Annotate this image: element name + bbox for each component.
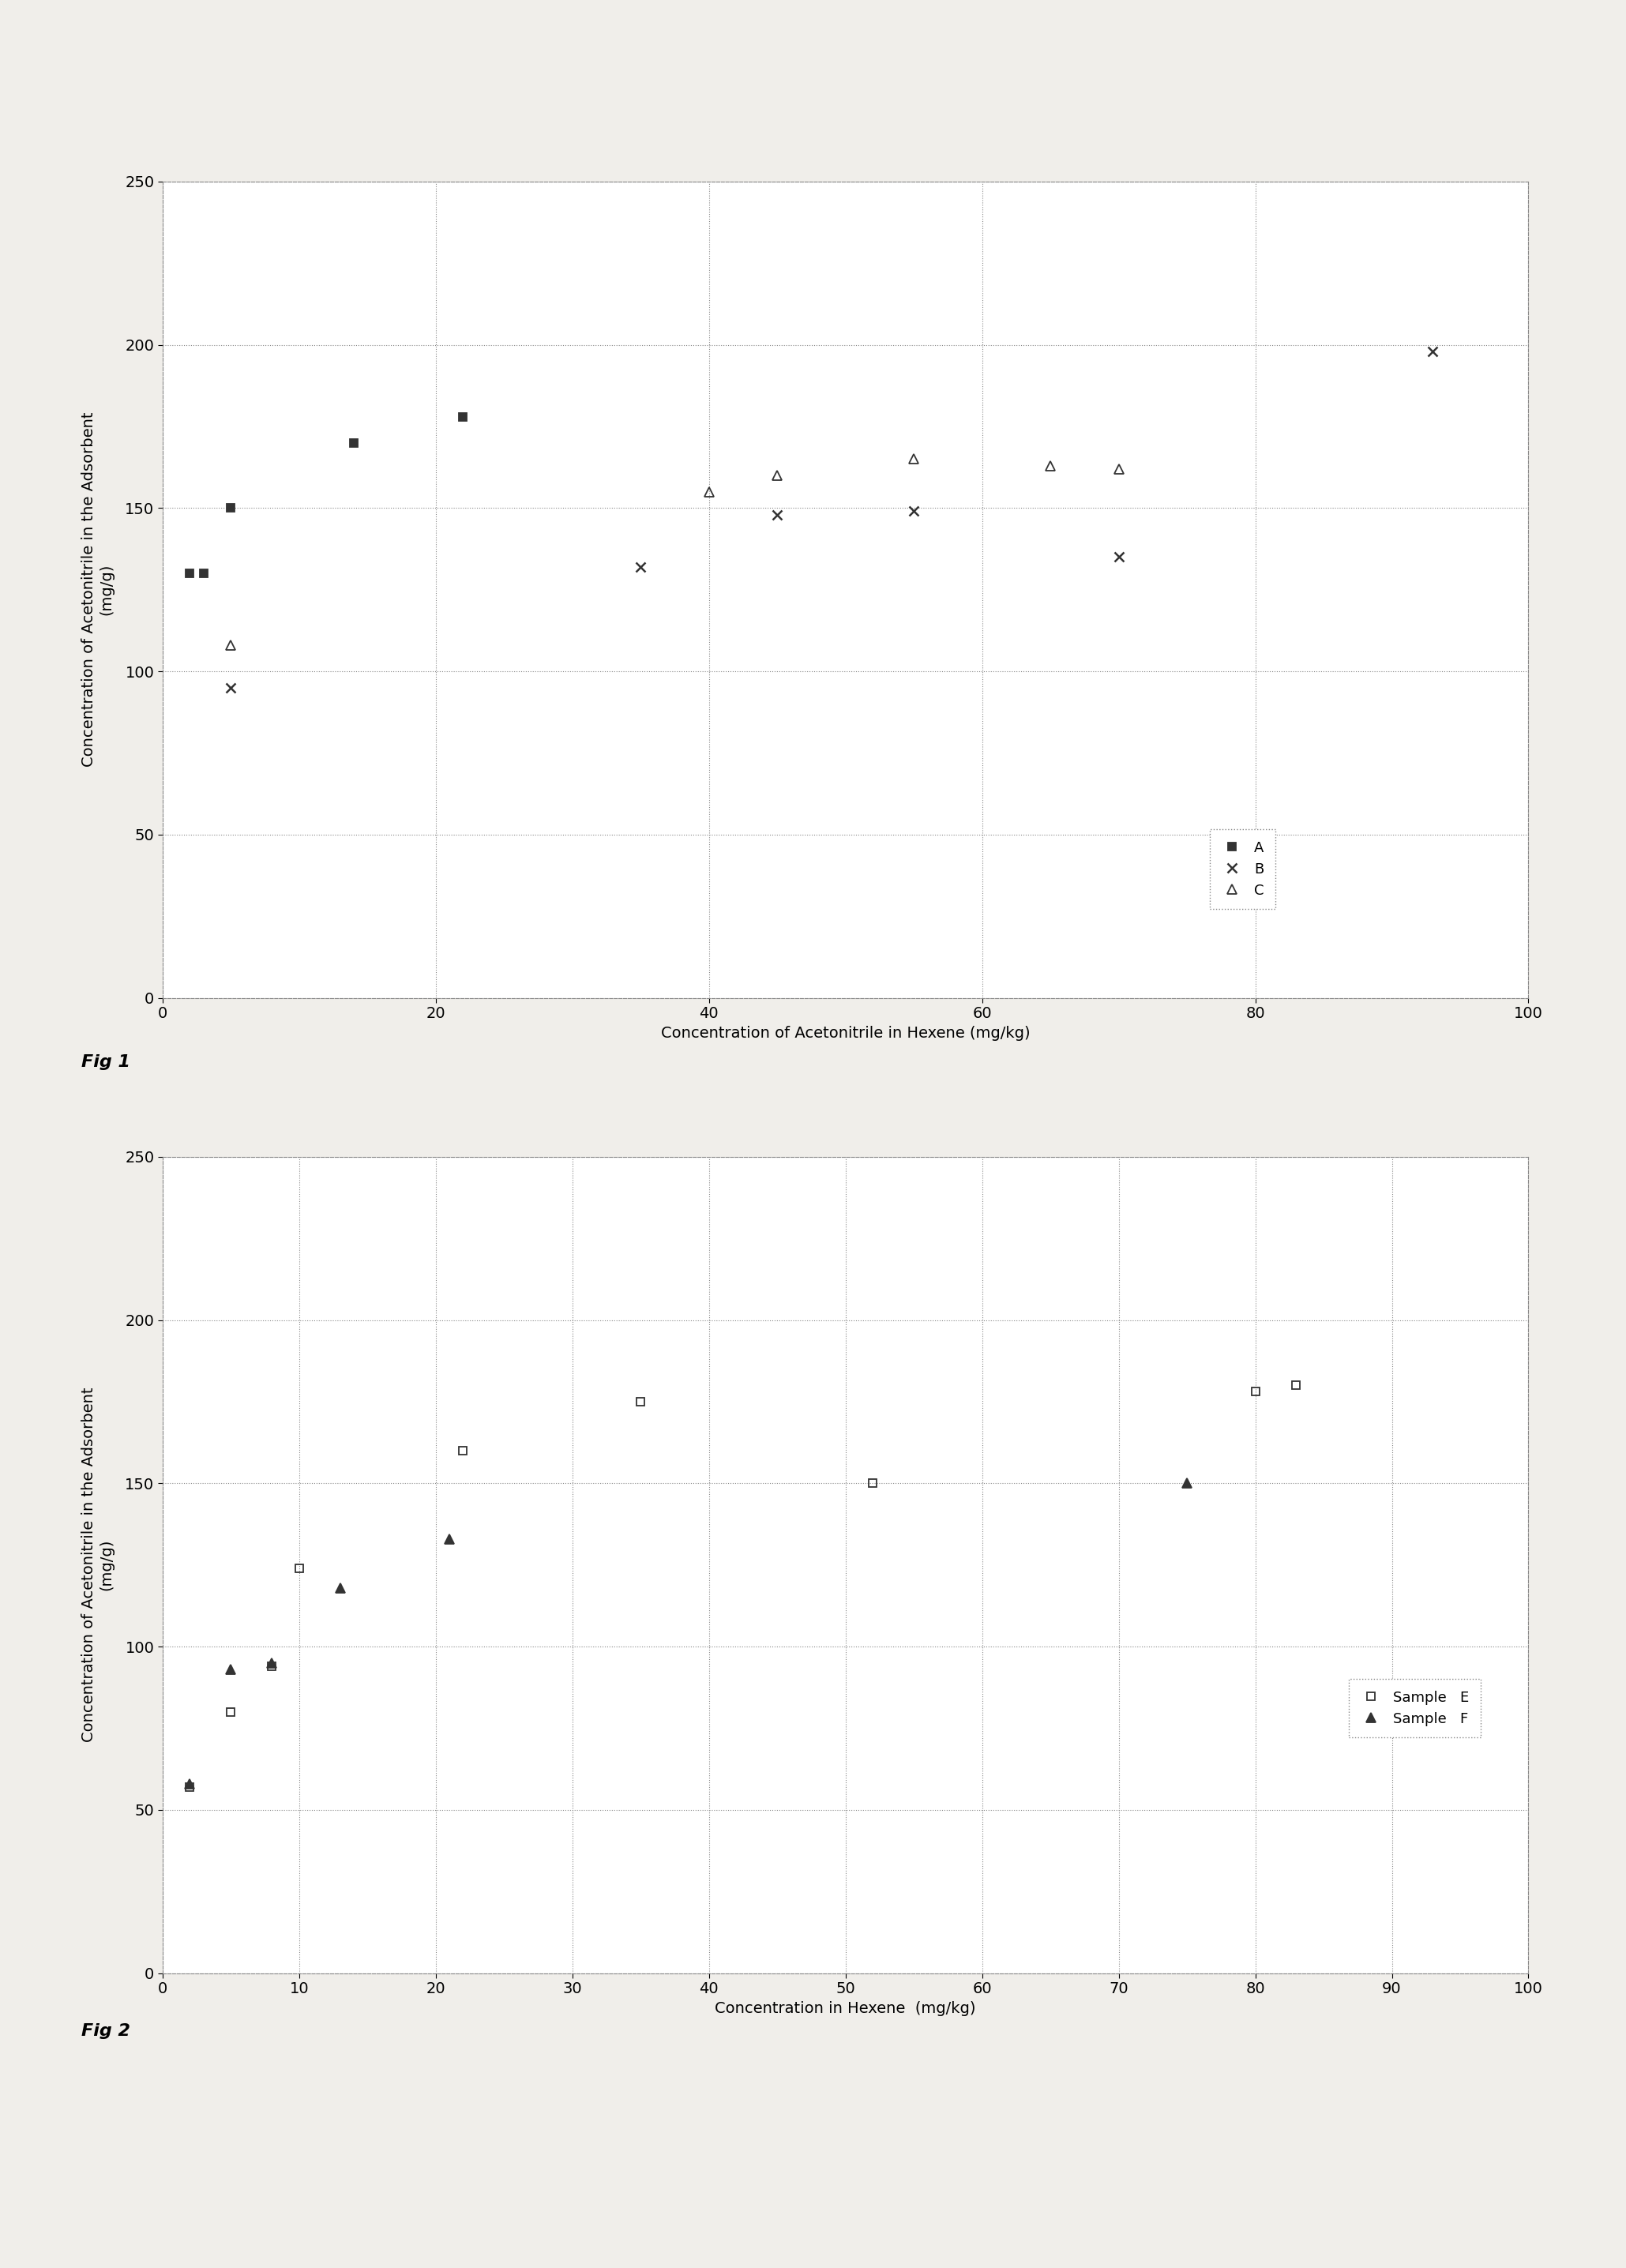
Sample   E xyxy=(1286,1372,1306,1399)
C xyxy=(904,445,924,472)
B xyxy=(767,501,787,528)
Text: Fig 1: Fig 1 xyxy=(81,1055,130,1070)
Sample   E xyxy=(1246,1379,1265,1406)
C xyxy=(221,631,241,658)
Y-axis label: Concentration of Acetonitrile in the Adsorbent
(mg/g): Concentration of Acetonitrile in the Ads… xyxy=(81,1388,114,1742)
B xyxy=(631,553,650,581)
Text: Fig 2: Fig 2 xyxy=(81,2023,130,2039)
Sample   E xyxy=(180,1774,200,1801)
Line: C: C xyxy=(226,454,1124,649)
Sample   E xyxy=(454,1438,473,1465)
C xyxy=(767,463,787,490)
A xyxy=(180,560,200,587)
Sample   F xyxy=(180,1769,200,1796)
A xyxy=(345,429,364,456)
Line: A: A xyxy=(185,413,467,576)
C xyxy=(1041,451,1060,479)
Sample   E xyxy=(262,1653,281,1681)
A xyxy=(454,404,473,431)
Sample   F xyxy=(439,1524,459,1551)
Sample   E xyxy=(289,1554,309,1581)
B xyxy=(1423,338,1442,365)
Sample   F xyxy=(1177,1470,1197,1497)
C xyxy=(699,479,719,506)
Line: B: B xyxy=(226,347,1437,692)
Sample   E xyxy=(631,1388,650,1415)
Sample   F xyxy=(262,1649,281,1676)
A xyxy=(221,494,241,522)
C xyxy=(1109,456,1128,483)
X-axis label: Concentration in Hexene  (mg/kg): Concentration in Hexene (mg/kg) xyxy=(715,2000,976,2016)
B xyxy=(904,497,924,524)
Sample   F xyxy=(330,1574,350,1601)
Sample   F xyxy=(221,1656,241,1683)
Legend: Sample   E, Sample   F: Sample E, Sample F xyxy=(1348,1678,1480,1737)
Legend: A, B, C: A, B, C xyxy=(1210,830,1275,909)
Y-axis label: Concentration of Acetonitrile in the Adsorbent
(mg/g): Concentration of Acetonitrile in the Ads… xyxy=(81,413,114,767)
A xyxy=(193,560,213,587)
B xyxy=(1109,544,1128,572)
B xyxy=(221,674,241,701)
Line: Sample   F: Sample F xyxy=(185,1479,1192,1787)
Sample   E xyxy=(221,1699,241,1726)
Sample   E xyxy=(863,1470,883,1497)
X-axis label: Concentration of Acetonitrile in Hexene (mg/kg): Concentration of Acetonitrile in Hexene … xyxy=(660,1025,1031,1041)
Line: Sample   E: Sample E xyxy=(185,1381,1301,1792)
